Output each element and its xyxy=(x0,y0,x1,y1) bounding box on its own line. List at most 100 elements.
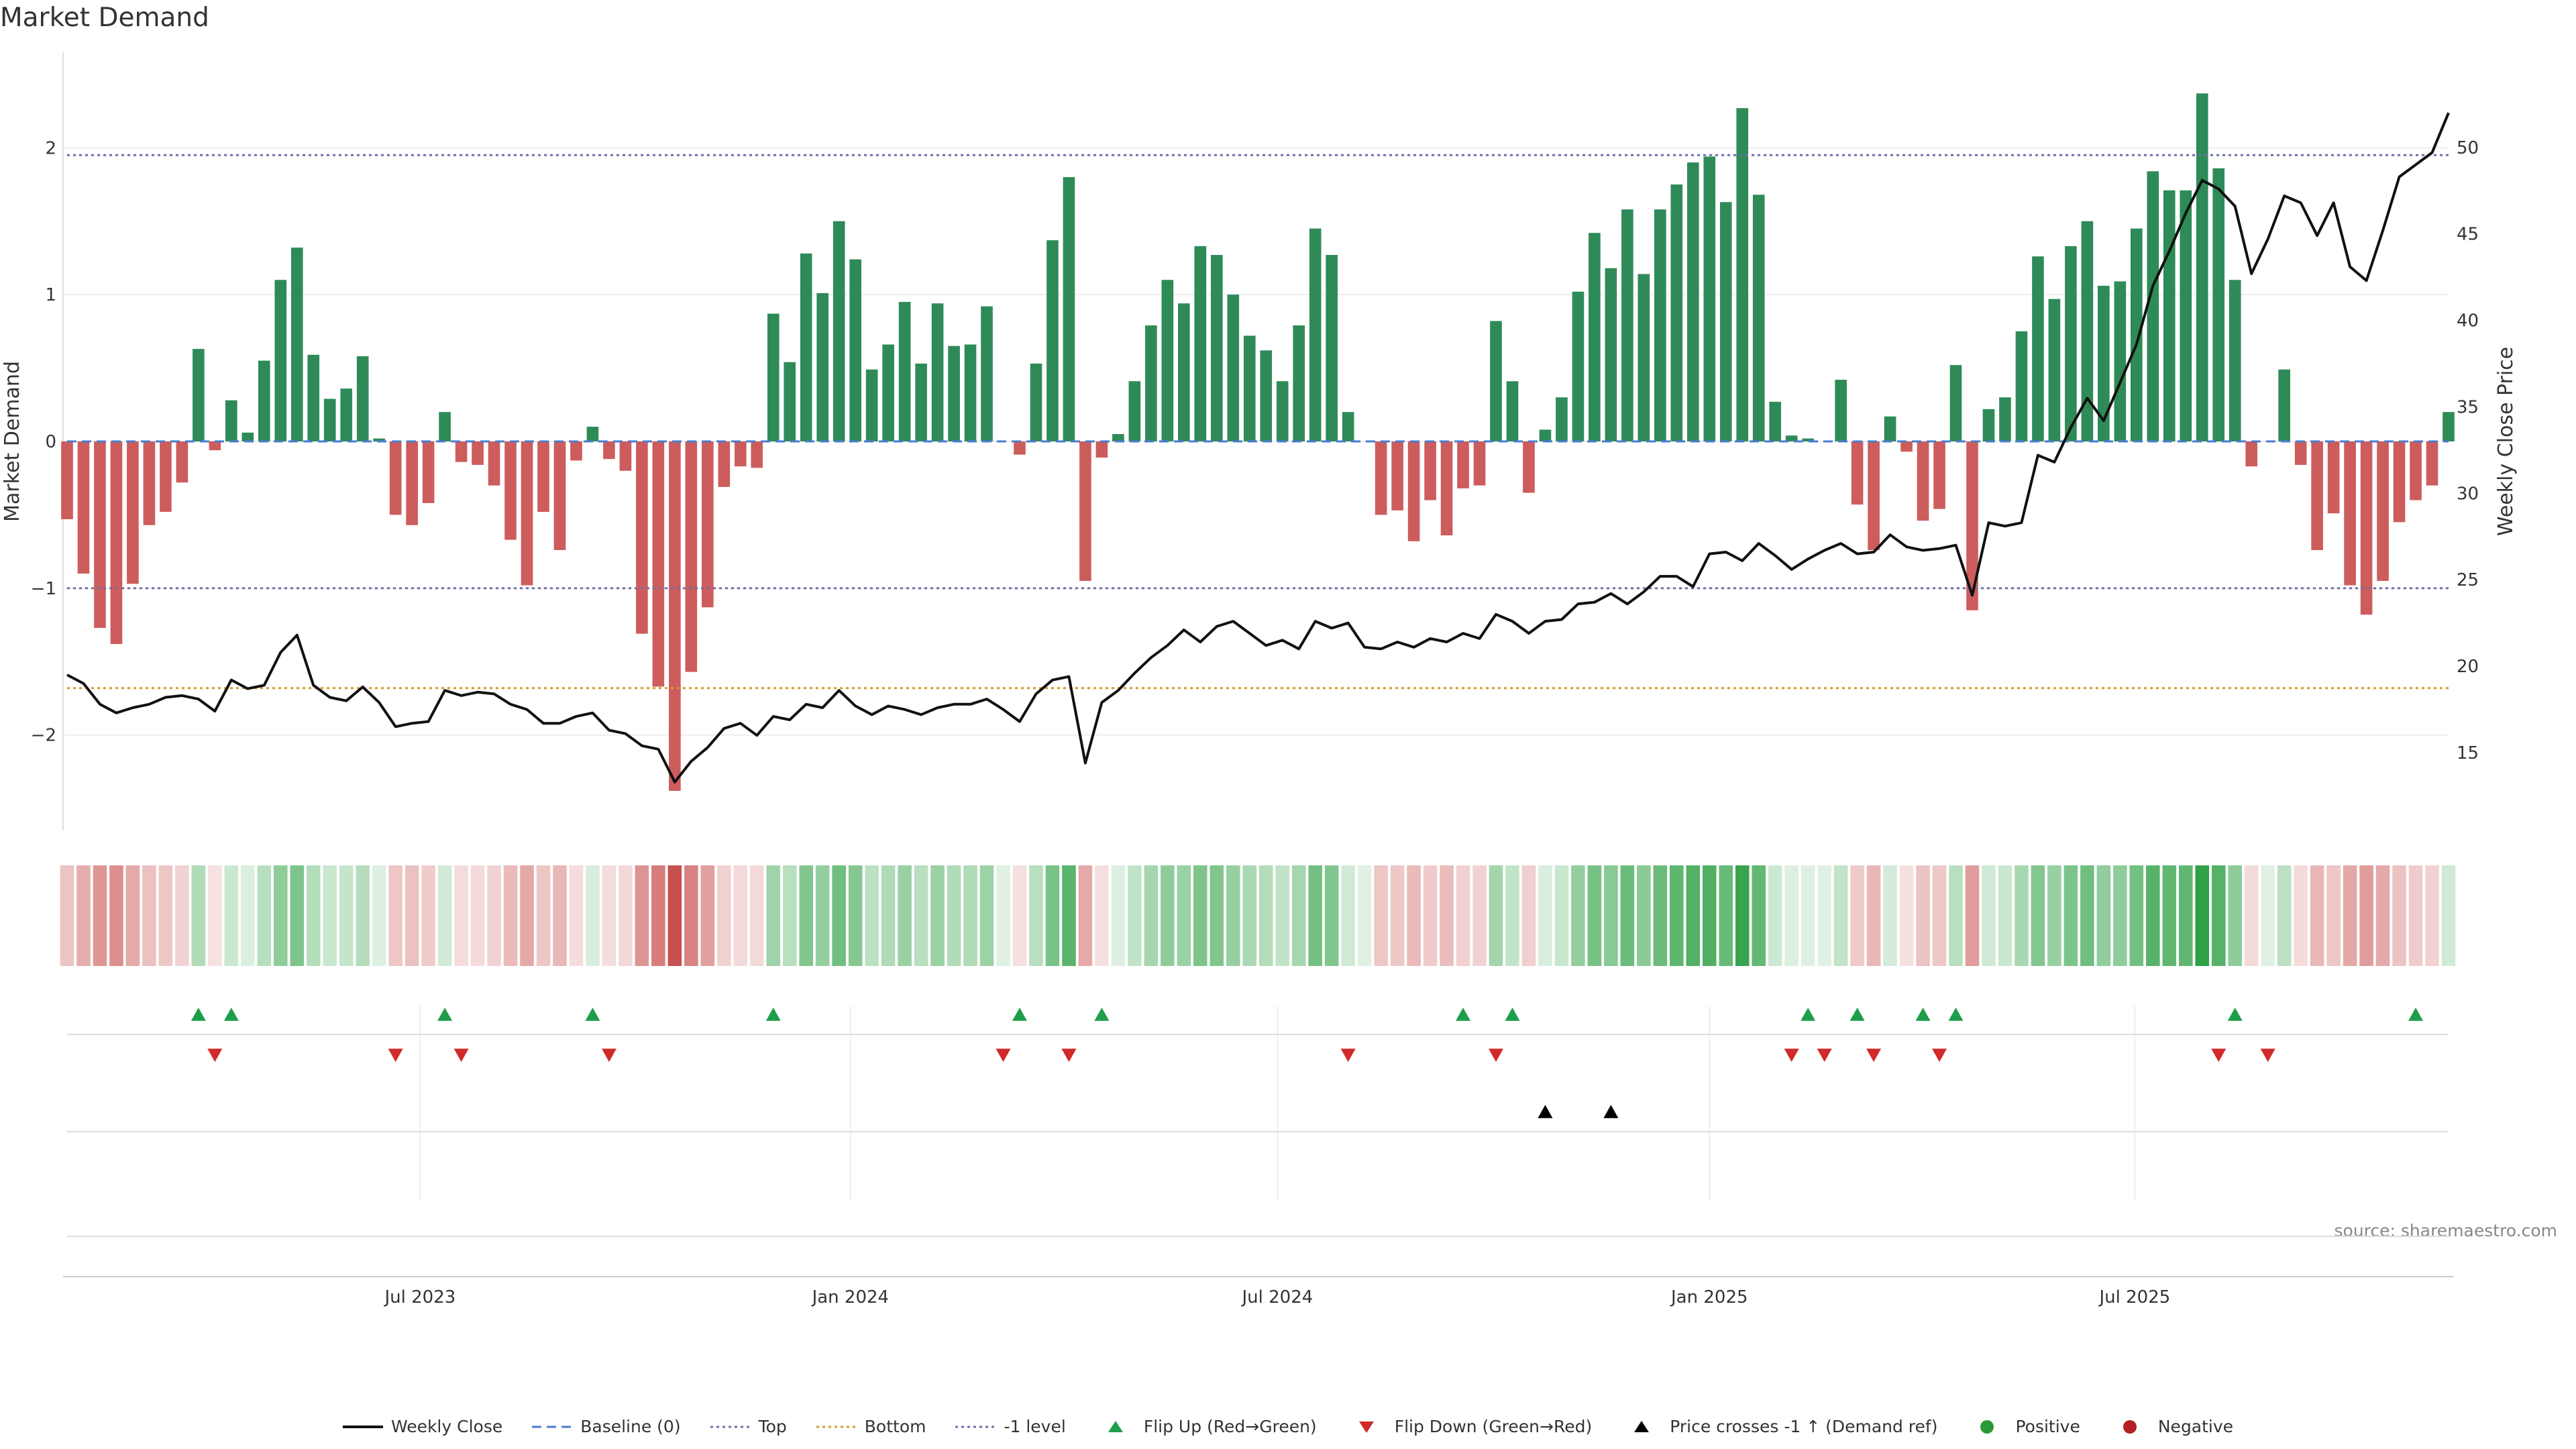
demand-bar xyxy=(1375,441,1387,515)
demand-bar xyxy=(2443,412,2455,441)
heat-cell xyxy=(2261,865,2275,966)
demand-bar xyxy=(1621,209,1633,441)
demand-bar xyxy=(1276,381,1289,441)
demand-bar xyxy=(2377,441,2389,581)
demand-bar xyxy=(1079,441,1091,581)
demand-bar xyxy=(2393,441,2406,523)
demand-bar xyxy=(143,441,156,525)
demand-bar xyxy=(1194,246,1207,441)
demand-bar xyxy=(981,306,993,441)
heat-cell xyxy=(1456,865,1470,966)
demand-bar xyxy=(751,441,763,468)
demand-bar xyxy=(2098,286,2110,441)
demand-bar xyxy=(537,441,549,513)
legend-label: Price crosses -1 ↑ (Demand ref) xyxy=(1670,1417,1938,1436)
demand-bar xyxy=(1063,177,1075,441)
flip-up-marker xyxy=(1505,1008,1520,1021)
demand-bar xyxy=(209,441,221,451)
demand-bar xyxy=(1785,435,1798,441)
demand-bar xyxy=(1769,401,1782,441)
heat-cell xyxy=(487,865,501,966)
flip-down-marker xyxy=(1061,1049,1077,1062)
flip-up-marker xyxy=(223,1008,239,1021)
heat-cell xyxy=(1916,865,1930,966)
demand-bar xyxy=(767,313,780,441)
heat-cell xyxy=(1521,865,1536,966)
heat-cell xyxy=(290,865,305,966)
x-tick-label: Jan 2025 xyxy=(1670,1287,1748,1307)
y-tick-label-right: 15 xyxy=(2457,743,2479,763)
y-tick-label-right: 45 xyxy=(2457,225,2479,245)
demand-bar xyxy=(1030,364,1042,441)
demand-bar xyxy=(1046,240,1059,441)
demand-bar xyxy=(1539,429,1552,441)
demand-bar xyxy=(472,441,484,466)
heat-cell xyxy=(1341,865,1355,966)
demand-bar xyxy=(1326,255,1338,441)
heat-cell xyxy=(1571,865,1585,966)
heat-cell xyxy=(1899,865,1914,966)
flip-up-marker xyxy=(585,1008,600,1021)
legend-label: Flip Up (Red→Green) xyxy=(1143,1417,1317,1436)
demand-bar xyxy=(2048,299,2061,441)
flip-up-marker xyxy=(437,1008,453,1021)
demand-bar xyxy=(422,441,435,503)
demand-bar xyxy=(176,441,189,483)
heat-cell xyxy=(191,865,206,966)
demand-bar xyxy=(1670,184,1683,441)
heat-cell xyxy=(1637,865,1651,966)
heat-cell xyxy=(2441,865,2456,966)
demand-bar xyxy=(504,441,517,540)
flip-up-marker xyxy=(1012,1008,1027,1021)
demand-bar xyxy=(274,280,287,441)
flip-up-marker xyxy=(1456,1008,1471,1021)
legend-item-pos: Positive xyxy=(1967,1417,2080,1436)
heat-cell xyxy=(2425,865,2439,966)
legend-label: Bottom xyxy=(864,1417,926,1436)
demand-bar xyxy=(849,259,861,441)
y-tick-label-left: −1 xyxy=(31,579,56,599)
heat-cell xyxy=(1719,865,1733,966)
demand-bar xyxy=(1556,397,1568,441)
heat-cell xyxy=(1784,865,1799,966)
demand-bar xyxy=(1966,441,1978,610)
demand-bar xyxy=(521,441,533,586)
demand-bar xyxy=(1391,441,1403,511)
demand-bar xyxy=(2212,168,2225,442)
heat-cell xyxy=(1489,865,1503,966)
y-axis-right-label: Weekly Close Price xyxy=(2494,347,2518,536)
demand-bar xyxy=(636,441,648,634)
heat-cell xyxy=(635,865,649,966)
heat-cell xyxy=(1538,865,1552,966)
demand-bar xyxy=(2015,331,2028,441)
demand-bar xyxy=(1309,228,1322,441)
demand-bar xyxy=(882,344,894,441)
heat-cell xyxy=(2080,865,2094,966)
flip-up-marker xyxy=(1094,1008,1110,1021)
heat-cell xyxy=(323,865,337,966)
demand-bar xyxy=(127,441,139,584)
flip-down-marker xyxy=(207,1049,223,1062)
legend-close-icon xyxy=(342,1425,383,1428)
heat-cell xyxy=(1653,865,1668,966)
legend-item-neg: Negative xyxy=(2110,1417,2233,1436)
heat-cell xyxy=(1505,865,1519,966)
y-tick-label-right: 50 xyxy=(2457,138,2479,158)
heat-cell xyxy=(2063,865,2078,966)
flip-down-marker xyxy=(2211,1049,2226,1062)
demand-bar xyxy=(964,344,977,441)
heat-cell xyxy=(388,865,402,966)
heat-cell xyxy=(1062,865,1076,966)
legend-label: Top xyxy=(758,1417,787,1436)
demand-bar xyxy=(2360,441,2373,615)
heat-cell xyxy=(1374,865,1388,966)
y-axis-left-label: Market Demand xyxy=(1,361,24,522)
demand-bar xyxy=(865,369,878,441)
heat-cell xyxy=(1095,865,1109,966)
demand-bar xyxy=(1719,202,1732,441)
legend-flipup-icon xyxy=(1108,1420,1123,1432)
heat-cell xyxy=(1982,865,1996,966)
heat-cell xyxy=(109,865,123,966)
legend-baseline-icon xyxy=(532,1426,573,1428)
heat-cell xyxy=(1423,865,1438,966)
